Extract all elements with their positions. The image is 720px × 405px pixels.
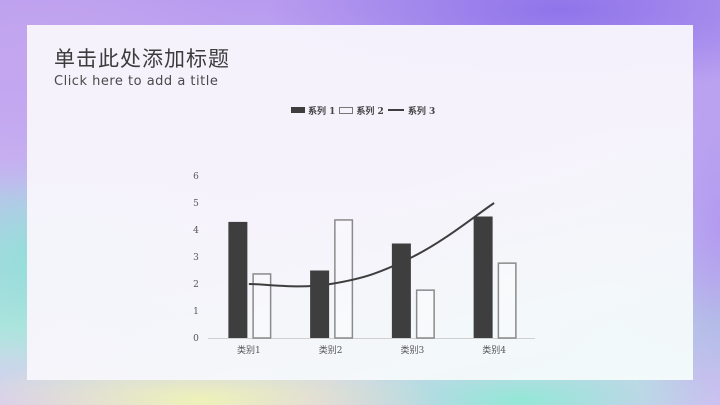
x-axis: 类别1 类别2 类别3 类别4	[237, 344, 506, 356]
y-tick-label: 0	[193, 334, 199, 344]
bar-series-1[interactable]	[228, 221, 248, 338]
line-series-3	[248, 202, 495, 288]
chart-legend: 系列 1 系列 2 系列 3	[291, 104, 439, 117]
legend-label: 系列 2	[356, 106, 384, 117]
y-axis: 0 1 2 3 4 5 6	[193, 172, 199, 344]
y-tick-label: 1	[193, 307, 199, 317]
slide-title[interactable]: 单击此处添加标题	[54, 47, 230, 71]
legend-label: 系列 3	[407, 106, 436, 117]
slide-subtitle[interactable]: Click here to add a title	[54, 74, 219, 89]
y-tick-label: 3	[193, 253, 199, 263]
legend-item-series-3: 系列 3	[387, 104, 436, 117]
y-tick-label: 6	[193, 172, 199, 182]
y-tick-label: 2	[193, 280, 199, 290]
x-tick-label: 类别2	[319, 344, 343, 356]
legend-swatch-outline-icon	[339, 106, 354, 114]
legend-label: 系列 1	[308, 106, 336, 117]
legend-item-series-1: 系列 1	[291, 104, 335, 117]
x-tick-label: 类别4	[482, 344, 506, 356]
x-tick-label: 类别3	[401, 344, 425, 356]
y-tick-label: 5	[193, 199, 199, 209]
bar-series-1[interactable]	[391, 243, 411, 339]
bar-series-2[interactable]	[415, 289, 435, 339]
bar-series-2[interactable]	[334, 219, 354, 339]
bar-series-1[interactable]	[473, 216, 493, 339]
bar-series-1[interactable]	[310, 270, 330, 339]
x-tick-label: 类别1	[237, 344, 261, 356]
legend-item-series-2: 系列 2	[339, 104, 384, 117]
legend-swatch-line-icon	[387, 109, 404, 111]
bar-series-2[interactable]	[497, 262, 517, 339]
y-tick-label: 4	[193, 226, 199, 236]
bar-series-2[interactable]	[252, 273, 272, 339]
legend-swatch-solid-icon	[291, 107, 305, 113]
bar-series	[228, 216, 517, 339]
slide-panel: 单击此处添加标题 Click here to add a title 系列 1 …	[27, 25, 693, 380]
